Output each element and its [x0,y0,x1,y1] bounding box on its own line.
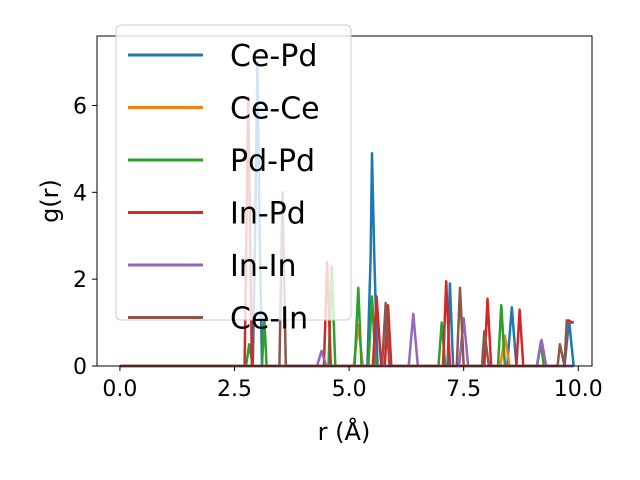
legend: Ce-Pd Ce-Ce Pd-Pd In-Pd In-In Ce-In [115,24,352,337]
legend-box [115,24,352,321]
y-tick-label: 4 [73,181,87,206]
x-tick-label: 7.5 [446,377,481,402]
y-tick-label: 0 [73,355,87,380]
x-tick-label: 5.0 [332,377,367,402]
series-line-ce-in [119,191,574,368]
y-axis-ticks: 0 2 4 6 [73,94,97,380]
legend-label-pd-pd: Pd-Pd [230,144,315,179]
x-tick-label: 0.0 [102,377,137,402]
y-tick-label: 2 [73,268,87,293]
x-axis-ticks: 0.0 2.5 5.0 7.5 10.0 [102,366,603,402]
x-axis-label: r (Å) [318,417,371,446]
legend-label-in-pd: In-Pd [230,197,306,232]
x-tick-label: 2.5 [217,377,252,402]
legend-label-in-in: In-In [230,249,297,284]
y-axis-label: g(r) [36,179,64,223]
x-tick-label: 10.0 [554,377,603,402]
legend-label-ce-pd: Ce-Pd [230,39,317,74]
legend-label-ce-in: Ce-In [230,302,308,337]
legend-label-ce-ce: Ce-Ce [230,92,320,127]
y-tick-label: 6 [73,94,87,119]
